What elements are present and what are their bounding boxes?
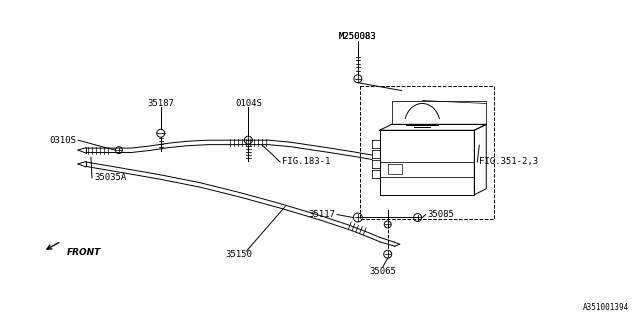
Text: 35035A: 35035A	[94, 173, 126, 182]
Text: FIG.183-1: FIG.183-1	[282, 157, 330, 166]
Text: 35117: 35117	[308, 210, 335, 219]
Text: 35085: 35085	[428, 210, 454, 219]
Text: 35187: 35187	[147, 99, 174, 108]
Text: M250083: M250083	[339, 32, 377, 41]
Text: FIG.351-2,3: FIG.351-2,3	[479, 157, 538, 166]
Bar	[360, 86, 494, 220]
Text: 35150: 35150	[225, 250, 252, 259]
Text: A351001394: A351001394	[582, 303, 628, 312]
Text: 0310S: 0310S	[49, 136, 76, 145]
Text: 35065: 35065	[369, 267, 396, 276]
Text: 0104S: 0104S	[235, 99, 262, 108]
Text: FRONT: FRONT	[67, 248, 101, 257]
Text: M250083: M250083	[339, 32, 377, 41]
